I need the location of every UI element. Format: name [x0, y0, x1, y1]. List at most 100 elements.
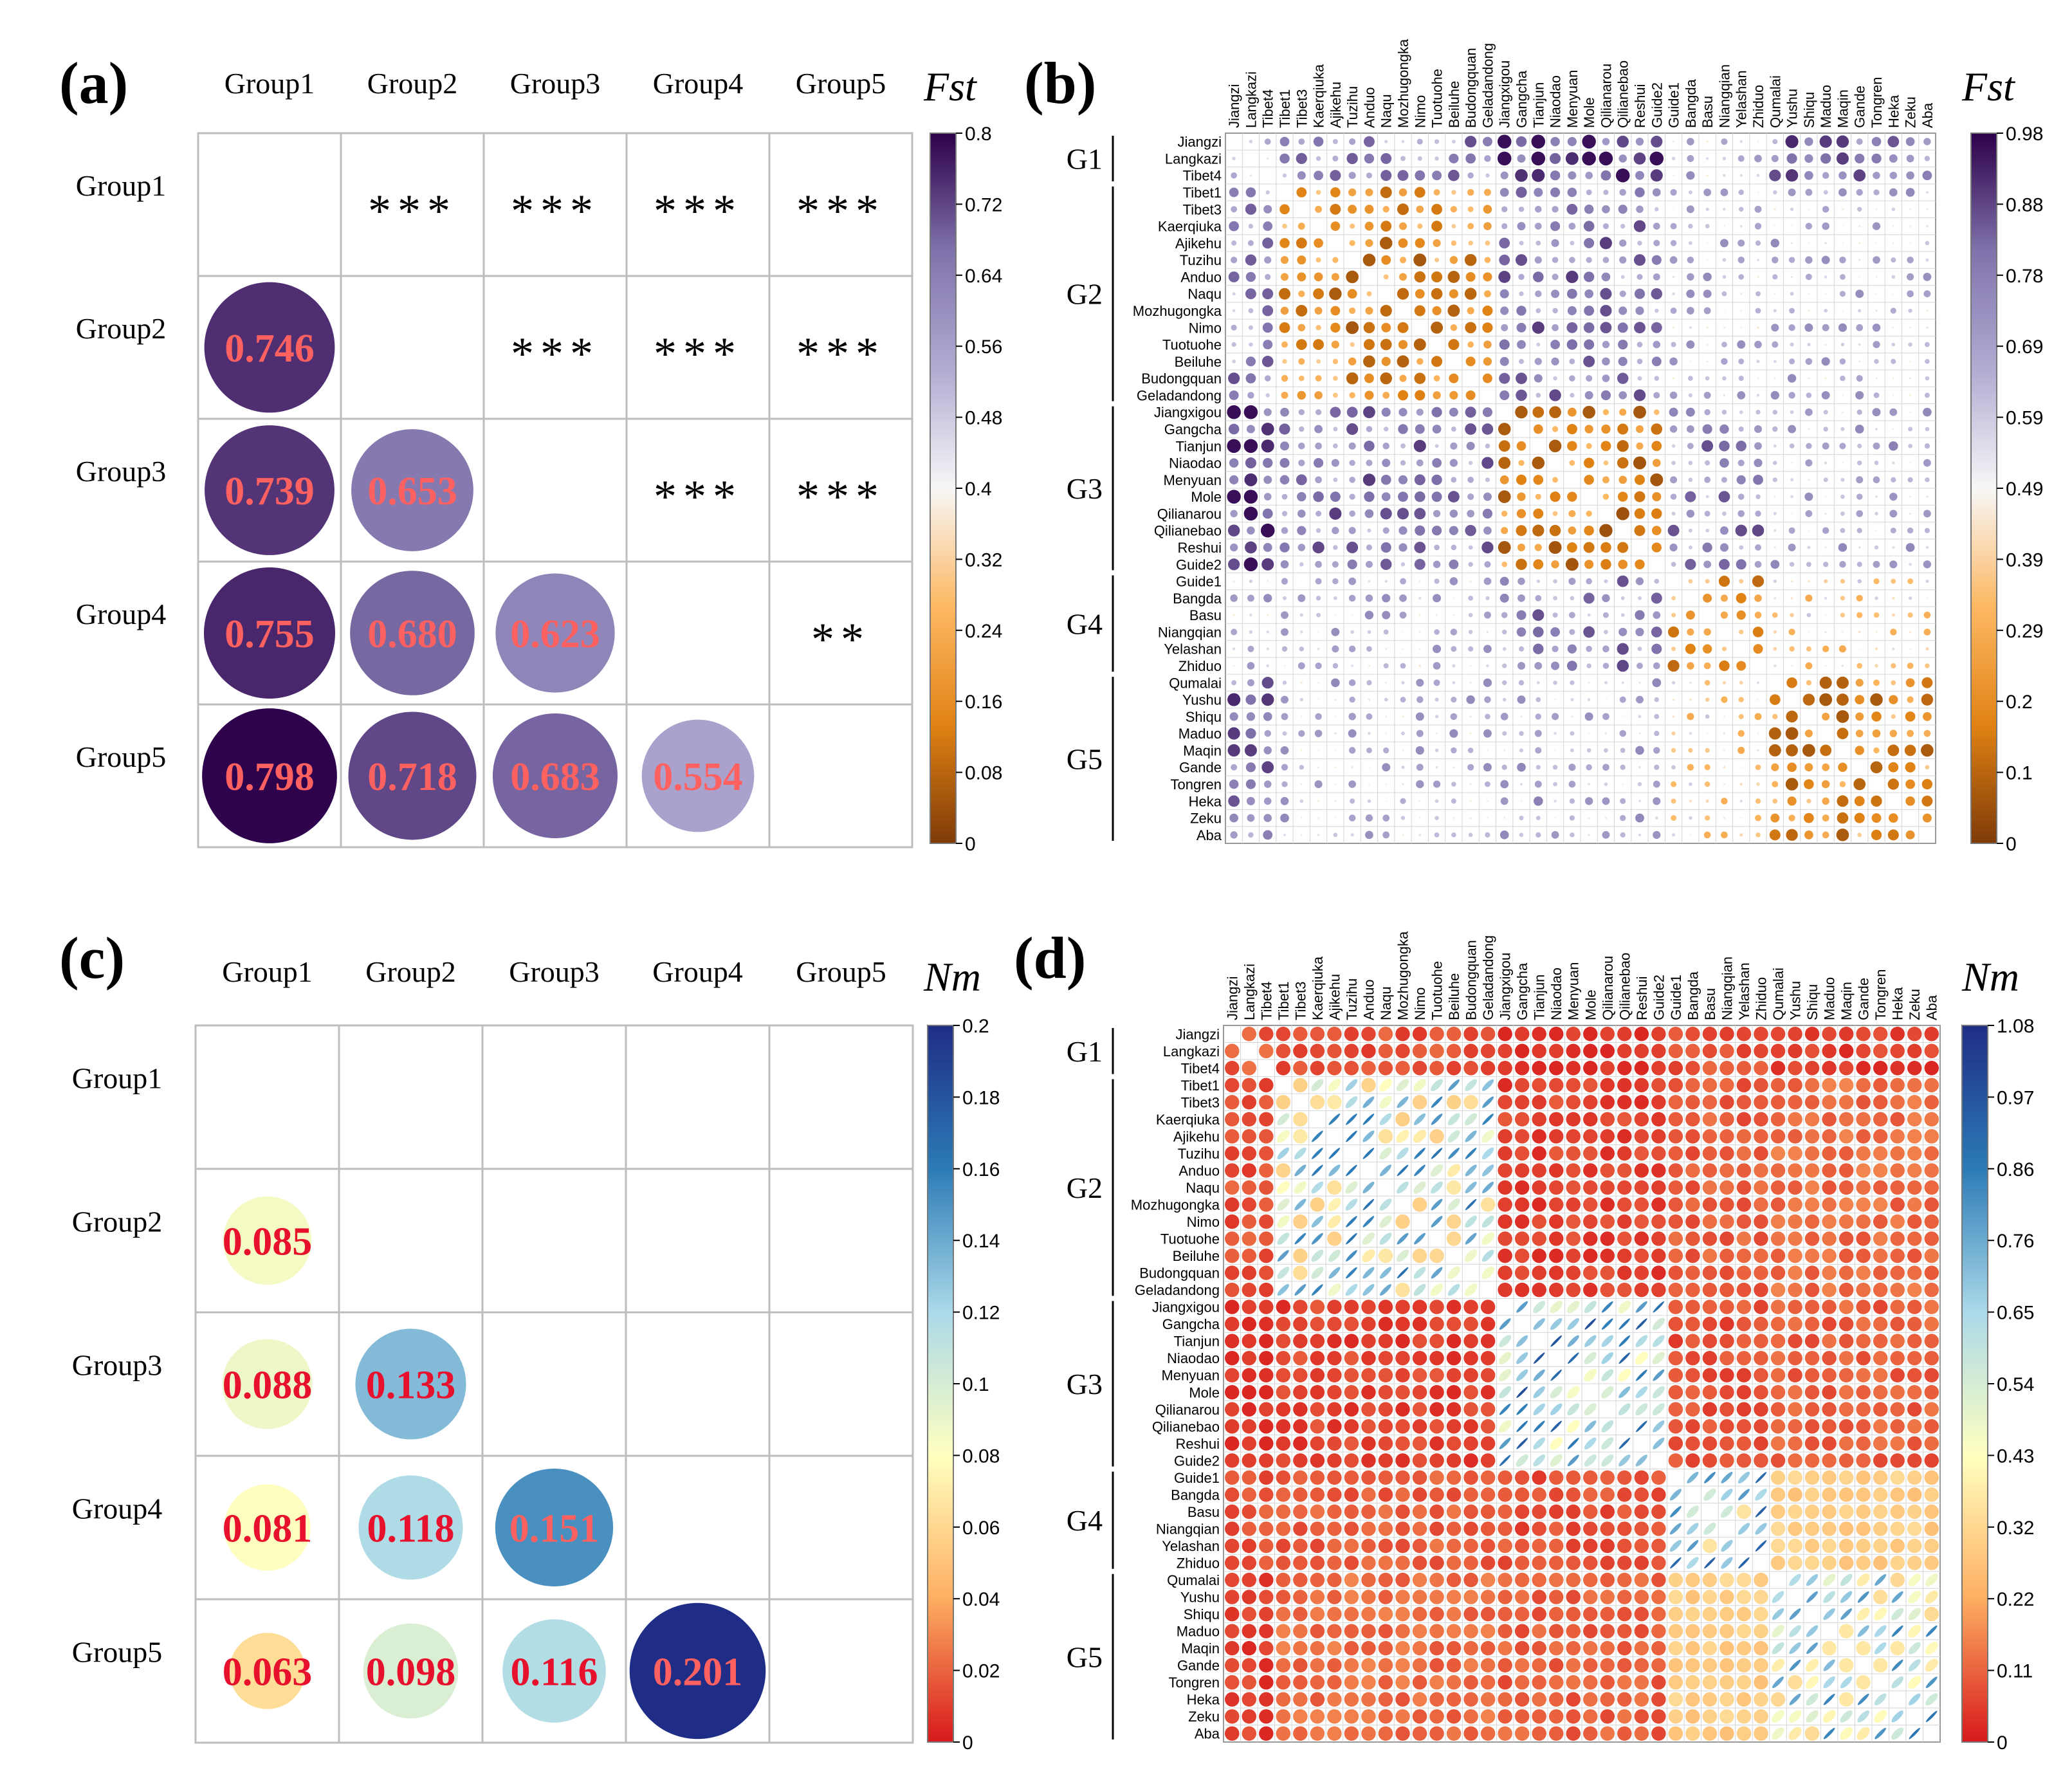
- fst-mark: [1671, 596, 1676, 601]
- population-row-label: Qumalai: [1169, 675, 1222, 691]
- nm-mark: [1566, 1231, 1581, 1246]
- fst-mark: [1570, 698, 1574, 702]
- population-column-label: Naqu: [1378, 986, 1394, 1020]
- nm-mark: [1550, 1335, 1562, 1347]
- fst-mark: [1653, 662, 1660, 670]
- fst-mark: [1924, 392, 1930, 398]
- nm-mark: [1770, 1555, 1786, 1570]
- fst-mark: [1786, 153, 1797, 164]
- nm-mark: [1788, 1710, 1802, 1723]
- fst-mark: [1399, 611, 1407, 619]
- nm-mark: [1873, 1112, 1888, 1127]
- fst-mark: [1263, 493, 1272, 500]
- fst-mark: [1875, 529, 1878, 532]
- nm-mark: [1838, 1112, 1854, 1127]
- fst-mark: [1633, 389, 1646, 401]
- fst-mark: [1855, 695, 1865, 704]
- fst-mark: [1718, 575, 1730, 587]
- nm-mark: [1277, 1250, 1289, 1262]
- fst-mark: [1364, 440, 1375, 452]
- fst-mark: [1891, 275, 1896, 279]
- fst-mark: [1723, 208, 1726, 211]
- fst-mark: [1498, 541, 1511, 554]
- nm-mark: [1873, 1350, 1888, 1366]
- nm-mark: [1873, 1299, 1888, 1314]
- nm-mark: [1293, 1436, 1308, 1451]
- nm-mark: [1634, 1265, 1649, 1280]
- fst-mark: [1247, 392, 1254, 399]
- nm-mark: [1600, 1692, 1615, 1707]
- nm-mark: [1873, 1419, 1888, 1434]
- nm-mark: [1634, 1521, 1649, 1536]
- nm-mark: [1293, 1214, 1308, 1229]
- nm-mark: [1361, 1504, 1376, 1519]
- nm-mark: [1924, 1316, 1939, 1332]
- fst-mark: [1315, 205, 1323, 213]
- fst-mark: [1669, 391, 1678, 399]
- fst-mark: [1806, 646, 1811, 652]
- value-label: 0.118: [367, 1507, 454, 1551]
- fst-mark: [1773, 309, 1777, 313]
- fst-mark: [1280, 796, 1289, 805]
- nm-mark: [1856, 1350, 1871, 1366]
- fst-mark: [1247, 594, 1254, 602]
- fst-mark: [1651, 508, 1662, 519]
- fst-mark: [1636, 442, 1644, 450]
- fst-mark: [1502, 647, 1507, 651]
- fst-mark: [1672, 292, 1675, 295]
- nm-mark: [1840, 1710, 1853, 1723]
- fst-mark: [1465, 524, 1476, 537]
- fst-mark: [1465, 407, 1476, 418]
- value-circle: [348, 711, 477, 840]
- fst-mark: [1314, 425, 1323, 434]
- nm-mark: [1857, 1625, 1869, 1637]
- nm-mark: [1378, 1129, 1393, 1144]
- population-row-label: Tuotuohe: [1162, 337, 1222, 353]
- fst-mark: [1566, 322, 1578, 333]
- fst-mark: [1299, 646, 1305, 652]
- nm-mark: [1685, 1692, 1700, 1707]
- fst-mark: [1923, 560, 1932, 569]
- fst-mark: [1570, 748, 1574, 753]
- fst-mark: [1870, 761, 1883, 774]
- fst-mark: [1297, 491, 1306, 502]
- fst-mark: [1247, 645, 1254, 652]
- fst-mark: [1719, 526, 1728, 535]
- nm-mark: [1685, 1078, 1700, 1093]
- population-row-label: Qilianarou: [1155, 1402, 1220, 1418]
- nm-mark: [1344, 1590, 1359, 1604]
- nm-mark: [1702, 1197, 1718, 1212]
- nm-mark: [1822, 1078, 1837, 1093]
- population-column-label: Anduo: [1361, 979, 1377, 1020]
- nm-mark: [1890, 1555, 1905, 1570]
- nm-mark: [1907, 1453, 1922, 1468]
- fst-mark: [1398, 526, 1407, 535]
- fst-mark: [1824, 461, 1828, 464]
- nm-mark: [1412, 1555, 1427, 1570]
- nm-mark: [1685, 1316, 1700, 1332]
- nm-mark: [1397, 1233, 1409, 1245]
- fst-mark: [1449, 459, 1458, 467]
- nm-mark: [1668, 1606, 1683, 1622]
- population-row-label: Ajikehu: [1173, 1128, 1220, 1144]
- nm-mark: [1361, 1606, 1376, 1622]
- fst-mark: [1468, 832, 1473, 838]
- fst-mark: [1299, 613, 1303, 617]
- fst-mark: [1907, 612, 1913, 618]
- fst-mark: [1651, 592, 1662, 604]
- population-row-label: Tuzihu: [1178, 1146, 1220, 1162]
- fst-mark: [1802, 693, 1815, 706]
- nm-mark: [1634, 1146, 1649, 1161]
- fst-mark: [1570, 596, 1575, 601]
- nm-mark: [1395, 1555, 1410, 1570]
- fst-mark: [1364, 153, 1375, 164]
- fst-mark: [1874, 359, 1879, 364]
- fst-mark: [1299, 799, 1304, 803]
- nm-mark: [1412, 1419, 1427, 1434]
- fst-mark: [1227, 405, 1241, 419]
- fst-mark: [1619, 696, 1626, 703]
- fst-mark: [1857, 832, 1862, 838]
- nm-mark: [1312, 1284, 1323, 1296]
- fst-mark: [1280, 407, 1289, 417]
- nm-mark: [1379, 1078, 1392, 1092]
